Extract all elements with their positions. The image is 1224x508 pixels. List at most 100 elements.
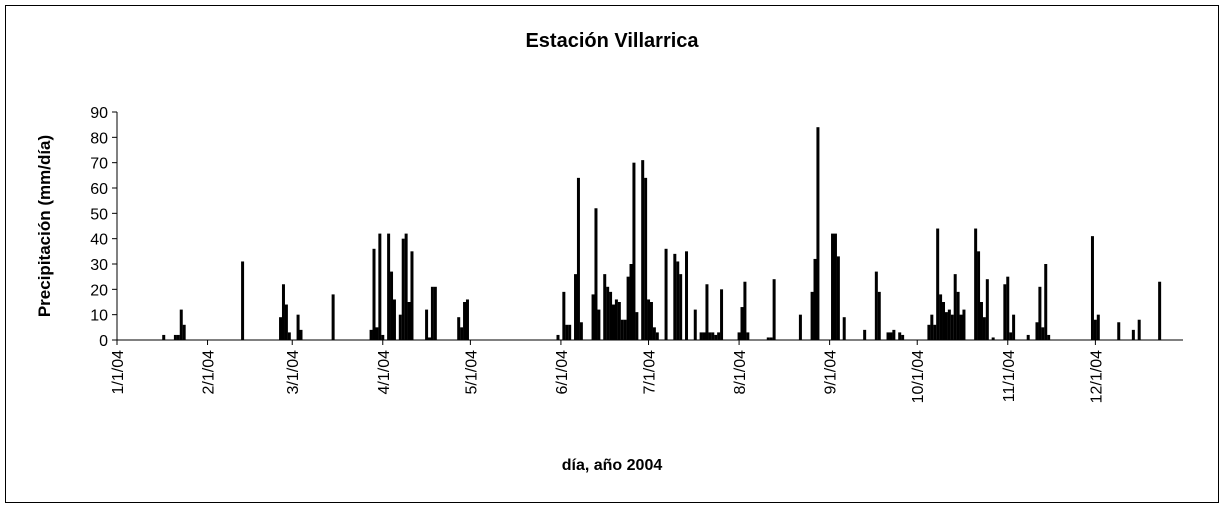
bar <box>1038 286 1042 340</box>
y-axis-label: Precipitación (mm/día) <box>35 135 54 317</box>
x-tick-label: 5/1/04 <box>463 350 480 395</box>
bar <box>977 251 981 340</box>
bar <box>281 284 285 340</box>
bar <box>173 334 177 340</box>
bar <box>609 291 613 340</box>
bar <box>407 302 411 340</box>
bar <box>611 304 615 340</box>
bar <box>375 327 379 340</box>
chart-title: Estación Villarrica <box>525 30 699 52</box>
bar <box>1137 319 1141 340</box>
bar <box>717 332 721 340</box>
bar <box>676 261 680 340</box>
y-tick-label: 30 <box>90 257 108 274</box>
bar <box>673 253 677 340</box>
x-axis-label: día, año 2004 <box>562 457 663 474</box>
bar <box>425 309 429 340</box>
bar <box>162 334 166 340</box>
y-tick-label: 40 <box>90 232 108 249</box>
bar <box>182 324 186 340</box>
bar <box>392 299 396 340</box>
y-tick-label: 0 <box>99 333 108 350</box>
bar <box>950 314 954 340</box>
bar <box>889 332 893 340</box>
bar <box>287 332 291 340</box>
bar <box>606 286 610 340</box>
bar <box>1047 334 1051 340</box>
bar <box>1117 322 1121 340</box>
bar <box>635 312 639 340</box>
x-tick-label: 7/1/04 <box>642 350 659 395</box>
bar <box>372 248 376 340</box>
bar <box>836 256 840 340</box>
bar <box>810 291 814 340</box>
bar <box>641 160 645 340</box>
bar <box>176 334 180 340</box>
bar <box>1131 329 1135 340</box>
bar <box>460 327 464 340</box>
bar <box>1006 276 1010 340</box>
y-tick-label: 10 <box>90 308 108 325</box>
bar <box>874 271 878 340</box>
y-tick-label: 60 <box>90 181 108 198</box>
bar <box>644 177 648 340</box>
bar <box>398 314 402 340</box>
bar <box>1009 332 1013 340</box>
bar <box>1158 281 1162 340</box>
x-tick-label: 3/1/04 <box>285 350 302 395</box>
bar <box>404 233 408 340</box>
bar <box>679 274 683 340</box>
bar <box>1026 334 1030 340</box>
bar <box>813 258 817 340</box>
bar <box>1044 264 1048 340</box>
bar <box>944 312 948 340</box>
bar <box>401 238 405 340</box>
bar <box>623 319 627 340</box>
bar <box>831 233 835 340</box>
bar <box>457 317 461 340</box>
bar <box>772 279 776 340</box>
bar <box>816 127 820 340</box>
bar <box>284 304 288 340</box>
bar <box>947 309 951 340</box>
bar <box>576 177 580 340</box>
bar <box>863 329 867 340</box>
bar <box>465 299 469 340</box>
bar <box>974 228 978 340</box>
bar <box>1012 314 1016 340</box>
bar <box>699 332 703 340</box>
bar <box>877 291 881 340</box>
x-tick-label: 9/1/04 <box>823 350 840 395</box>
bar <box>597 309 601 340</box>
bar <box>942 302 946 340</box>
bar <box>591 294 595 340</box>
bar <box>740 307 744 340</box>
y-tick-label: 50 <box>90 206 108 223</box>
bar <box>939 294 943 340</box>
bar <box>565 324 569 340</box>
bar <box>1090 236 1094 340</box>
bar <box>620 319 624 340</box>
bar <box>991 337 995 340</box>
bar <box>381 334 385 340</box>
bar <box>664 248 668 340</box>
x-tick-label: 4/1/04 <box>376 350 393 395</box>
bar <box>842 317 846 340</box>
bar <box>617 302 621 340</box>
x-tick-label: 8/1/04 <box>732 350 749 395</box>
bar <box>579 322 583 340</box>
bar <box>693 309 697 340</box>
bar <box>1035 322 1039 340</box>
bar <box>647 299 651 340</box>
x-tick-label: 6/1/04 <box>554 350 571 395</box>
bar <box>714 334 718 340</box>
bar <box>685 251 689 340</box>
bar <box>430 286 434 340</box>
bar <box>279 317 283 340</box>
x-tick-label: 2/1/04 <box>201 350 218 395</box>
bar <box>833 233 837 340</box>
bar <box>378 233 382 340</box>
bar <box>743 281 747 340</box>
bar <box>614 299 618 340</box>
